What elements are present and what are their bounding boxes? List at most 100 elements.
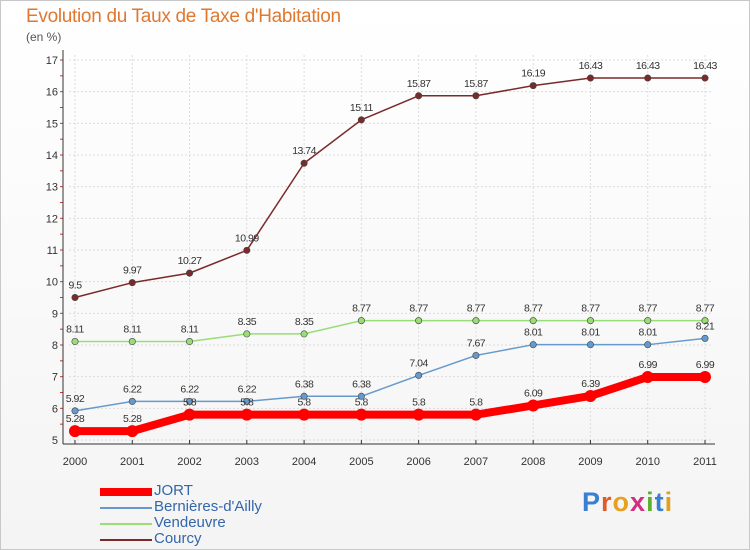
data-label: 5.28: [123, 413, 142, 425]
y-tick-label: 13: [46, 182, 58, 194]
y-tick-label: 17: [46, 55, 58, 67]
x-tick-label: 2010: [635, 456, 659, 468]
series-line: [74, 319, 706, 343]
data-point: [586, 74, 594, 82]
legend-label: JORT: [154, 482, 193, 499]
data-point: [644, 74, 652, 82]
data-label: 8.01: [581, 327, 600, 339]
series-line: [74, 77, 706, 299]
data-point: [644, 317, 652, 325]
data-label: 6.99: [639, 359, 658, 371]
data-point: [355, 408, 368, 421]
data-label: 6.09: [524, 387, 543, 399]
data-label: 5.28: [66, 413, 85, 425]
data-point: [415, 371, 423, 379]
data-point: [186, 269, 194, 277]
y-tick-label: 11: [47, 245, 58, 257]
brand-logo: Proxiti: [582, 487, 673, 518]
data-point: [186, 338, 194, 346]
data-label: 5.8: [298, 397, 312, 409]
data-point: [298, 408, 311, 421]
data-label: 8.77: [639, 303, 658, 315]
data-point: [701, 334, 709, 342]
data-point: [243, 246, 251, 254]
data-point: [701, 74, 709, 82]
data-point: [243, 330, 251, 338]
data-point: [69, 425, 81, 438]
x-tick-label: 2002: [177, 456, 201, 468]
y-tick-label: 16: [46, 87, 58, 99]
data-point: [527, 399, 540, 412]
data-label: 8.01: [524, 327, 543, 339]
y-tick-label: 15: [46, 118, 58, 130]
data-label: 5.92: [66, 393, 85, 405]
data-point: [529, 341, 537, 349]
logo-letter: x: [630, 487, 647, 517]
y-tick-label: 7: [52, 372, 58, 384]
data-label: 15.87: [464, 78, 488, 90]
x-tick-label: 2011: [693, 456, 717, 468]
y-tick-label: 5: [52, 435, 58, 447]
logo-letter: i: [664, 487, 674, 517]
logo-letter: P: [582, 487, 602, 517]
data-label: 6.22: [123, 383, 142, 395]
data-label: 6.38: [295, 378, 314, 390]
data-point: [415, 317, 423, 325]
data-point: [71, 407, 79, 415]
x-tick-label: 2000: [63, 456, 87, 468]
data-label: 9.97: [123, 265, 142, 277]
y-tick-label: 12: [46, 213, 58, 225]
data-label: 8.35: [238, 316, 257, 328]
legend-swatch: [100, 507, 152, 509]
data-label: 8.77: [467, 303, 486, 315]
data-label: 7.67: [467, 337, 486, 349]
data-label: 16.43: [693, 60, 717, 72]
data-label: 8.35: [295, 316, 314, 328]
data-label: 8.11: [123, 324, 141, 336]
x-tick-label: 2004: [292, 456, 316, 468]
legend-label: Bernières-d'Ailly: [154, 498, 262, 515]
grid: [69, 55, 713, 441]
data-label: 5.8: [412, 397, 426, 409]
data-point: [240, 408, 253, 421]
logo-letter: i: [646, 487, 655, 517]
data-point: [412, 408, 425, 421]
logo-letter: r: [601, 487, 613, 517]
data-point: [183, 408, 196, 421]
data-point: [415, 92, 423, 100]
x-tick-label: 2007: [464, 456, 488, 468]
data-label: 16.43: [636, 60, 660, 72]
series-line: [74, 337, 706, 412]
unit-label: (en %): [26, 30, 62, 44]
data-label: 8.77: [524, 303, 543, 315]
data-label: 15.11: [350, 102, 374, 114]
data-label: 8.01: [639, 327, 658, 339]
data-label: 8.77: [581, 303, 600, 315]
x-tick-label: 2001: [120, 456, 144, 468]
data-point: [243, 397, 251, 405]
x-tick-label: 2009: [578, 456, 602, 468]
data-point: [529, 317, 537, 325]
data-label: 6.99: [696, 359, 715, 371]
data-point: [71, 338, 79, 346]
axes: 5 6 7 8 9 10 11 12 13 14 15 16 17 2000 2001 2002 2003 200…: [46, 50, 717, 468]
data-point: [128, 338, 136, 346]
data-label: 8.21: [696, 320, 715, 332]
y-tick-label: 8: [52, 340, 58, 352]
data-label: 6.38: [352, 378, 371, 390]
legend-label: Courcy: [154, 530, 202, 547]
data-point: [300, 159, 308, 167]
data-point: [701, 317, 709, 325]
series-line: [71, 372, 709, 436]
x-tick-label: 2005: [349, 456, 373, 468]
data-point: [126, 425, 139, 438]
x-tick-label: 2006: [406, 456, 430, 468]
x-tick-label: 2008: [521, 456, 545, 468]
data-point: [586, 317, 594, 325]
data-point: [300, 392, 308, 400]
y-tick-label: 14: [46, 150, 58, 162]
data-point: [357, 116, 365, 124]
data-label: 5.8: [240, 397, 254, 409]
chart-title: Evolution du Taux de Taxe d'Habitation: [26, 6, 341, 27]
